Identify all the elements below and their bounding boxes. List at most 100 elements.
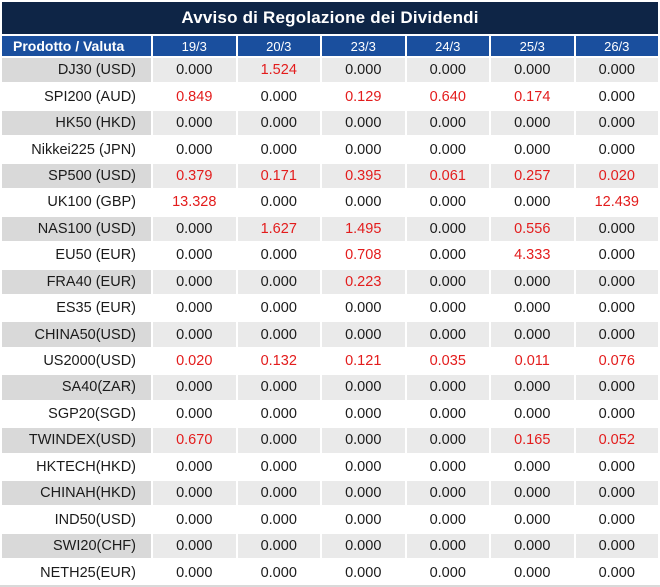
product-label: CHINAH(HKD) — [0, 478, 153, 508]
table-row: NAS100 (USD) 0.000 1.627 1.495 0.000 0.556 0.0… — [0, 214, 660, 244]
table-row: SA40(ZAR) 0.000 0.000 0.000 0.000 0.000 0.000 — [0, 373, 660, 402]
dividend-value: 0.052 — [573, 426, 660, 455]
dividend-value: 0.000 — [151, 505, 238, 534]
dividend-value: 0.061 — [404, 161, 491, 191]
dividend-value: 0.000 — [235, 108, 322, 138]
column-header-row: Prodotto / Valuta 19/3 20/3 23/3 24/3 25/3 26/… — [0, 34, 660, 58]
column-header-date: 23/3 — [320, 34, 407, 58]
product-label: SGP20(SGD) — [0, 399, 153, 429]
dividend-value: 0.708 — [320, 241, 407, 270]
column-header-date: 25/3 — [489, 34, 576, 58]
dividend-value: 0.640 — [404, 82, 491, 111]
table-row: Nikkei225 (JPN) 0.000 0.000 0.000 0.000 0.000… — [0, 135, 660, 164]
dividend-value: 0.000 — [489, 108, 576, 138]
product-label: SA40(ZAR) — [0, 373, 153, 402]
dividend-value: 0.000 — [235, 478, 322, 508]
dividend-value: 0.000 — [320, 373, 407, 402]
dividend-value: 0.000 — [489, 505, 576, 534]
dividend-value: 0.000 — [573, 452, 660, 482]
product-label: SP500 (USD) — [0, 161, 153, 191]
column-header-date: 20/3 — [235, 34, 322, 58]
dividend-value: 0.000 — [235, 399, 322, 429]
dividend-value: 0.000 — [320, 135, 407, 164]
dividend-value: 0.000 — [235, 558, 322, 587]
dividend-value: 0.000 — [235, 188, 322, 217]
dividend-value: 0.000 — [489, 135, 576, 164]
dividend-value: 0.000 — [235, 267, 322, 296]
table-row: US2000(USD) 0.020 0.132 0.121 0.035 0.011 0.07… — [0, 346, 660, 376]
dividend-value: 0.000 — [320, 505, 407, 534]
dividend-value: 0.000 — [151, 135, 238, 164]
table-row: TWINDEX(USD) 0.670 0.000 0.000 0.000 0.165 0.0… — [0, 426, 660, 455]
dividend-value: 0.000 — [320, 188, 407, 217]
product-label: CHINA50(USD) — [0, 320, 153, 349]
dividend-value: 0.000 — [320, 399, 407, 429]
product-label: IND50(USD) — [0, 505, 153, 534]
dividend-value: 0.000 — [235, 320, 322, 349]
dividend-value: 0.000 — [573, 135, 660, 164]
dividend-value: 0.000 — [573, 478, 660, 508]
dividend-value: 0.000 — [404, 214, 491, 244]
dividend-value: 0.000 — [573, 320, 660, 349]
dividend-value: 0.000 — [404, 108, 491, 138]
dividend-value: 0.000 — [235, 505, 322, 534]
dividend-value: 0.000 — [235, 452, 322, 482]
dividend-value: 0.000 — [404, 505, 491, 534]
dividend-value: 0.000 — [489, 373, 576, 402]
product-label: NETH25(EUR) — [0, 558, 153, 587]
product-label: SPI200 (AUD) — [0, 82, 153, 111]
dividend-value: 0.000 — [151, 478, 238, 508]
dividend-value: 0.000 — [404, 373, 491, 402]
dividend-value: 0.174 — [489, 82, 576, 111]
dividend-value: 0.011 — [489, 346, 576, 376]
dividend-value: 0.000 — [404, 135, 491, 164]
dividend-value: 0.000 — [489, 267, 576, 296]
dividend-value: 0.000 — [573, 373, 660, 402]
dividend-value: 0.000 — [489, 558, 576, 587]
dividend-value: 0.000 — [573, 214, 660, 244]
dividend-value: 0.000 — [573, 293, 660, 323]
dividend-value: 0.000 — [151, 452, 238, 482]
table-row: HK50 (HKD) 0.000 0.000 0.000 0.000 0.000 0.000 — [0, 108, 660, 138]
dividend-value: 0.020 — [573, 161, 660, 191]
product-label: HKTECH(HKD) — [0, 452, 153, 482]
dividend-value: 0.035 — [404, 346, 491, 376]
dividend-value: 0.000 — [151, 320, 238, 349]
dividend-value: 0.000 — [404, 558, 491, 587]
dividend-value: 0.000 — [151, 241, 238, 270]
dividend-value: 0.000 — [489, 188, 576, 217]
table-row: UK100 (GBP) 13.328 0.000 0.000 0.000 0.000 12.… — [0, 188, 660, 217]
dividend-value: 0.000 — [320, 531, 407, 561]
product-label: FRA40 (EUR) — [0, 267, 153, 296]
dividend-value: 0.000 — [235, 82, 322, 111]
product-label: EU50 (EUR) — [0, 241, 153, 270]
dividend-value: 1.524 — [235, 55, 322, 85]
table-row: HKTECH(HKD) 0.000 0.000 0.000 0.000 0.000 0.00… — [0, 452, 660, 482]
dividend-value: 1.627 — [235, 214, 322, 244]
dividend-value: 0.165 — [489, 426, 576, 455]
table-row: IND50(USD) 0.000 0.000 0.000 0.000 0.000 0.000 — [0, 505, 660, 534]
dividend-value: 0.000 — [404, 426, 491, 455]
dividend-value: 0.849 — [151, 82, 238, 111]
dividend-value: 0.020 — [151, 346, 238, 376]
table-row: DJ30 (USD) 0.000 1.524 0.000 0.000 0.000 0.000 — [0, 55, 660, 85]
dividend-value: 0.379 — [151, 161, 238, 191]
dividend-value: 0.000 — [320, 478, 407, 508]
dividend-value: 0.000 — [489, 531, 576, 561]
table-row: SWI20(CHF) 0.000 0.000 0.000 0.000 0.000 0.000 — [0, 531, 660, 561]
dividend-value: 0.000 — [573, 108, 660, 138]
dividend-value: 0.395 — [320, 161, 407, 191]
dividend-value: 0.670 — [151, 426, 238, 455]
table-row: EU50 (EUR) 0.000 0.000 0.708 0.000 4.333 0.000 — [0, 241, 660, 270]
dividend-value: 0.000 — [404, 478, 491, 508]
dividend-value: 0.000 — [235, 293, 322, 323]
dividend-value: 0.000 — [573, 241, 660, 270]
dividend-value: 0.000 — [404, 399, 491, 429]
dividend-value: 0.000 — [489, 452, 576, 482]
dividend-value: 0.000 — [151, 399, 238, 429]
dividend-value: 0.000 — [151, 531, 238, 561]
table-row: SP500 (USD) 0.379 0.171 0.395 0.061 0.257 0.02… — [0, 161, 660, 191]
title-row: Avviso di Regolazione dei Dividendi — [0, 0, 660, 36]
dividend-value: 0.000 — [320, 320, 407, 349]
